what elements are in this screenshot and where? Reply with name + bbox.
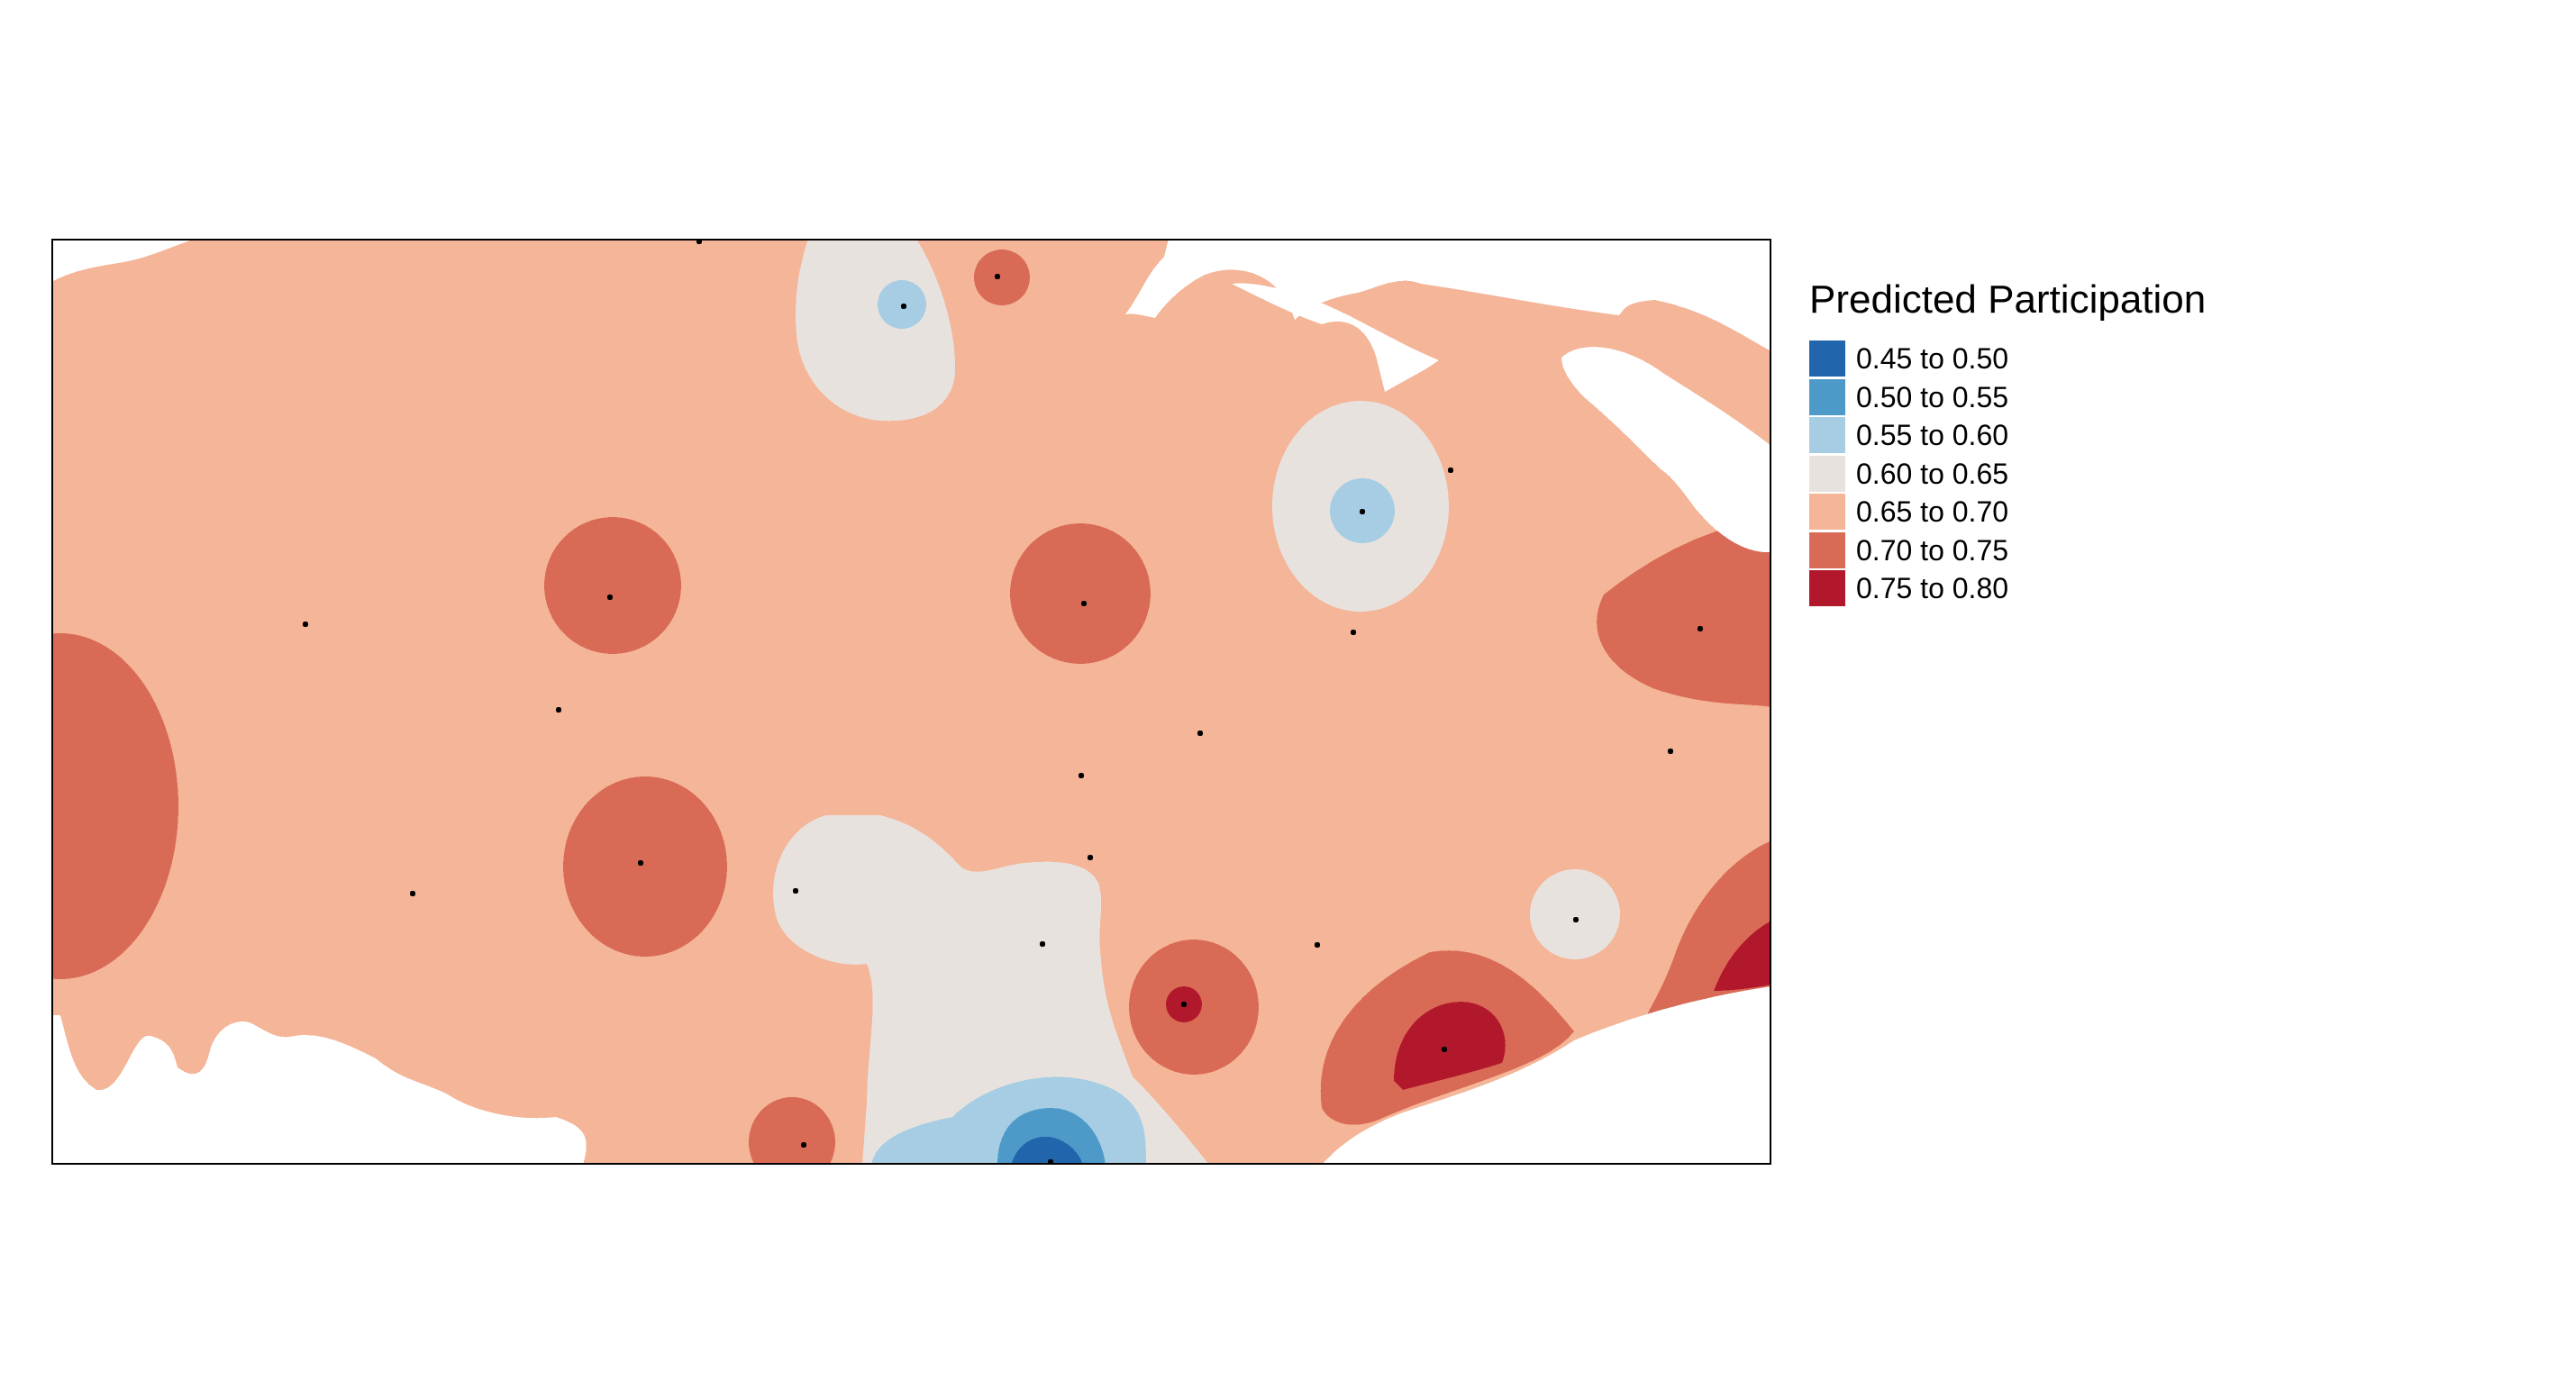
prediction-map (51, 239, 1771, 1165)
zone-070-075 (974, 250, 1030, 305)
legend-item-045-050: 0.45 to 0.50 (1809, 340, 2206, 378)
zone-060-065 (773, 815, 1209, 1165)
legend: Predicted Participation 0.45 to 0.50 0.5… (1809, 277, 2206, 608)
sample-point (1087, 854, 1094, 861)
legend-item-070-075: 0.70 to 0.75 (1809, 531, 2206, 570)
legend-swatch (1809, 494, 1845, 531)
water-area (1561, 347, 1771, 553)
zone-060-065 (1530, 869, 1620, 959)
water-area (1125, 239, 1771, 351)
sample-point (1447, 467, 1454, 474)
sample-point (637, 859, 644, 867)
sample-point (555, 706, 562, 713)
legend-items: 0.45 to 0.50 0.50 to 0.55 0.55 to 0.60 0… (1809, 340, 2206, 608)
sample-point (1441, 1046, 1448, 1053)
sample-point (409, 890, 416, 897)
sample-point (1080, 600, 1088, 607)
zone-070-075 (1010, 523, 1151, 664)
legend-swatch (1809, 455, 1845, 492)
legend-title: Predicted Participation (1809, 277, 2207, 322)
water-area (51, 1015, 587, 1165)
zone-045-050 (1011, 1136, 1083, 1165)
zone-070-075 (563, 776, 727, 957)
sample-point (800, 1141, 807, 1148)
zone-070-075 (749, 1097, 835, 1165)
sample-point (1359, 508, 1366, 515)
water-area (1232, 283, 1439, 392)
zone-070-075 (51, 633, 178, 979)
legend-item-075-080: 0.75 to 0.80 (1809, 569, 2206, 608)
legend-swatch (1809, 417, 1845, 454)
sample-point (1572, 916, 1579, 923)
legend-item-060-065: 0.60 to 0.65 (1809, 455, 2206, 494)
sample-point (900, 303, 907, 310)
legend-label: 0.45 to 0.50 (1856, 342, 2009, 376)
sample-point (1667, 748, 1674, 755)
legend-label: 0.55 to 0.60 (1856, 419, 2009, 452)
water-area (187, 1117, 322, 1165)
legend-swatch (1809, 570, 1845, 607)
sample-point (1697, 625, 1704, 632)
legend-item-050-055: 0.50 to 0.55 (1809, 378, 2206, 417)
map-frame (51, 239, 1771, 1165)
legend-swatch (1809, 378, 1845, 415)
sample-point (1314, 941, 1321, 949)
sample-point (1039, 940, 1046, 948)
zone-075-080 (1714, 921, 1771, 991)
legend-label: 0.50 to 0.55 (1856, 380, 2009, 413)
sample-point (994, 273, 1001, 280)
sample-point (606, 594, 614, 601)
legend-swatch (1809, 340, 1845, 377)
legend-label: 0.65 to 0.70 (1856, 495, 2009, 529)
sample-point (792, 887, 799, 894)
sample-point (302, 621, 309, 628)
sample-points (302, 239, 1704, 1165)
legend-swatch (1809, 531, 1845, 568)
legend-label: 0.75 to 0.80 (1856, 572, 2009, 605)
legend-label: 0.70 to 0.75 (1856, 533, 2009, 567)
water-area (1322, 986, 1771, 1165)
water-area (430, 1130, 556, 1165)
sample-point (1180, 1001, 1188, 1008)
zone-070-075 (1597, 518, 1771, 707)
sample-point (1078, 772, 1085, 779)
water-area (51, 239, 196, 282)
legend-item-055-060: 0.55 to 0.60 (1809, 416, 2206, 455)
zone-075-080 (1394, 1002, 1506, 1090)
sample-point (1350, 629, 1357, 636)
zone-070-075 (544, 517, 681, 654)
sample-point (1197, 730, 1204, 737)
map-panel (51, 239, 1771, 1165)
legend-label: 0.60 to 0.65 (1856, 457, 2009, 490)
legend-item-065-070: 0.65 to 0.70 (1809, 493, 2206, 531)
